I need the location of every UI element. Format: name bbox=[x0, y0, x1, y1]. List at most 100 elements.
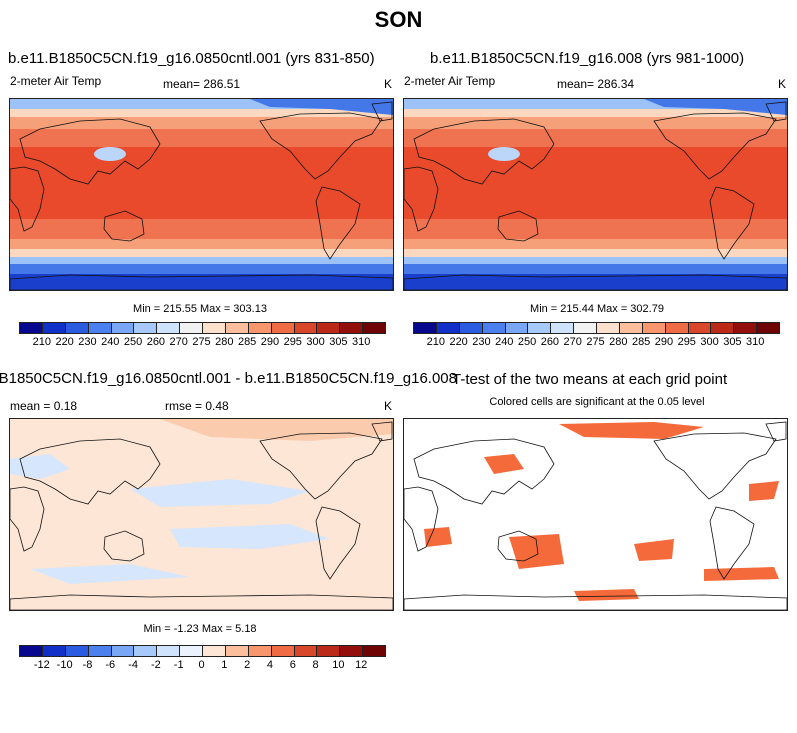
significant-region bbox=[704, 567, 779, 581]
colorbar-swatch bbox=[271, 646, 295, 656]
colorbar-swatch bbox=[597, 323, 620, 333]
significant-region bbox=[424, 527, 452, 547]
colorbar-tick-label: -1 bbox=[173, 659, 184, 671]
map2-svg bbox=[404, 99, 787, 290]
significant-region bbox=[559, 422, 704, 439]
coastline-antarctica bbox=[404, 274, 787, 290]
temp-band bbox=[10, 117, 393, 129]
coastline-south-america bbox=[709, 186, 755, 260]
colorbar-swatch bbox=[574, 323, 597, 333]
colorbar-swatch bbox=[551, 323, 575, 333]
coastline-eurasia bbox=[19, 438, 161, 505]
temp-band bbox=[10, 147, 393, 219]
colorbar-tick-label: 305 bbox=[329, 336, 348, 348]
colorbar-tick-label: 290 bbox=[260, 336, 280, 348]
colorbar-swatch bbox=[20, 646, 43, 656]
colorbar-tick-label: 8 bbox=[312, 659, 319, 671]
colorbar-tick-label: 295 bbox=[677, 336, 696, 348]
colorbar-swatch bbox=[459, 323, 483, 333]
colorbar-swatch bbox=[88, 323, 112, 333]
map3-svg bbox=[10, 419, 393, 610]
colorbar-tick-label: 230 bbox=[78, 336, 97, 348]
panel3-rmse: rmse = 0.48 bbox=[165, 399, 229, 413]
panel3-colorbar bbox=[19, 645, 386, 657]
colorbar-tick-label: 210 bbox=[426, 336, 445, 348]
colorbar-tick-label: 300 bbox=[700, 336, 719, 348]
colorbar-tick-label: 290 bbox=[654, 336, 674, 348]
panel3-mean: mean = 0.18 bbox=[10, 399, 78, 413]
panel4-subtitle: Colored cells are significant at the 0.0… bbox=[489, 396, 705, 408]
negative-anomaly-region bbox=[130, 479, 310, 507]
colorbar-tick-label: 275 bbox=[586, 336, 605, 348]
colorbar-swatch bbox=[482, 323, 506, 333]
colorbar-tick-label: 310 bbox=[746, 336, 765, 348]
panel1-map bbox=[9, 98, 394, 291]
panel1-mean: mean= 286.51 bbox=[163, 77, 241, 91]
colorbar-tick-label: 250 bbox=[517, 336, 537, 348]
colorbar-tick-label: 260 bbox=[540, 336, 560, 348]
colorbar-tick-label: 270 bbox=[169, 336, 188, 348]
panel3-title: B1850C5CN.f19_g16.0850cntl.001 - b.e11.B… bbox=[0, 370, 457, 387]
colorbar-swatch bbox=[248, 646, 272, 656]
colorbar-tick-label: 310 bbox=[352, 336, 371, 348]
temp-band bbox=[404, 129, 787, 147]
coastline-greenland bbox=[371, 421, 393, 442]
panel4-map bbox=[403, 418, 788, 611]
negative-anomaly-region bbox=[170, 524, 330, 549]
temp-band bbox=[404, 147, 787, 219]
colorbar-tick-label: 240 bbox=[101, 336, 120, 348]
significant-region bbox=[509, 534, 564, 569]
colorbar-tick-label: 1 bbox=[221, 659, 228, 671]
colorbar-swatch bbox=[65, 646, 89, 656]
significant-region bbox=[574, 589, 639, 601]
temp-band bbox=[10, 249, 393, 257]
map4-svg bbox=[404, 421, 787, 610]
coastline-africa bbox=[10, 486, 45, 552]
coastline-africa bbox=[404, 486, 439, 552]
colorbar-swatch bbox=[203, 323, 226, 333]
colorbar-tick-label: 220 bbox=[449, 336, 468, 348]
coastline-north-america bbox=[259, 112, 383, 180]
coastline-africa bbox=[404, 166, 439, 232]
colorbar-swatch bbox=[340, 323, 364, 333]
panel1-title: b.e11.B1850C5CN.f19_g16.0850cntl.001 (yr… bbox=[8, 50, 375, 67]
panel3-title-clip: B1850C5CN.f19_g16.0850cntl.001 - b.e11.B… bbox=[0, 370, 797, 392]
panel3-map bbox=[9, 418, 394, 611]
colorbar-tick-label: -10 bbox=[56, 659, 73, 671]
colorbar-swatch bbox=[317, 323, 341, 333]
colorbar-tick-label: -2 bbox=[150, 659, 161, 671]
temp-band bbox=[10, 219, 393, 239]
arctic-cold-region bbox=[250, 99, 393, 115]
coastline-north-america bbox=[653, 112, 777, 180]
colorbar-tick-label: 250 bbox=[123, 336, 143, 348]
colorbar-swatch bbox=[271, 323, 295, 333]
negative-anomaly-region bbox=[10, 454, 70, 479]
tibet-cold-region bbox=[488, 147, 520, 161]
temp-band bbox=[10, 274, 393, 290]
temp-band bbox=[404, 219, 787, 239]
arctic-cold-region bbox=[644, 99, 787, 115]
significant-region bbox=[484, 454, 524, 474]
coastline-antarctica bbox=[404, 594, 787, 610]
coastline-eurasia bbox=[413, 438, 555, 505]
colorbar-swatch bbox=[317, 646, 341, 656]
temp-band bbox=[404, 109, 787, 117]
colorbar-swatch bbox=[157, 646, 181, 656]
colorbar-swatch bbox=[180, 646, 203, 656]
colorbar-swatch bbox=[20, 323, 43, 333]
coastline-north-america bbox=[259, 432, 383, 500]
coastline-eurasia bbox=[413, 118, 555, 185]
colorbar-tick-label: 295 bbox=[283, 336, 302, 348]
colorbar-tick-label: 0 bbox=[198, 659, 205, 671]
coastline-australia bbox=[103, 210, 145, 242]
colorbar-tick-label: -4 bbox=[128, 659, 138, 671]
colorbar-tick-label: 280 bbox=[215, 336, 234, 348]
panel2-variable: 2-meter Air Temp bbox=[404, 74, 496, 88]
colorbar-tick-label: -6 bbox=[105, 659, 116, 671]
colorbar-swatch bbox=[134, 323, 158, 333]
panel2-units: K bbox=[778, 77, 787, 91]
panel2-colorbar bbox=[413, 322, 780, 334]
colorbar-tick-label: 220 bbox=[55, 336, 74, 348]
panel1-colorbar bbox=[19, 322, 386, 334]
coastline-greenland bbox=[371, 101, 393, 122]
